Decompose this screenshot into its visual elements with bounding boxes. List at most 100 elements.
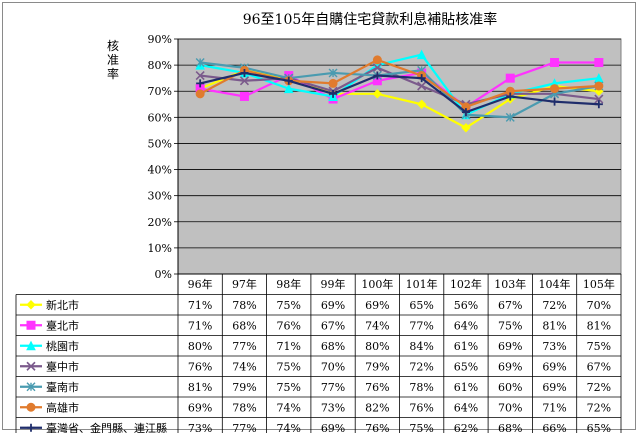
- legend-key: [20, 382, 42, 392]
- data-label: 69%: [498, 340, 522, 353]
- legend-key: [20, 300, 42, 310]
- plot-background: [177, 38, 622, 275]
- data-point: [328, 68, 338, 78]
- data-point: [372, 89, 383, 99]
- data-label: 60%: [498, 381, 522, 394]
- data-point: [195, 58, 205, 67]
- data-point: [416, 49, 427, 60]
- data-label: 75%: [277, 360, 301, 373]
- legend-key: [20, 361, 42, 371]
- data-label: 78%: [232, 401, 256, 414]
- data-point: [26, 382, 36, 392]
- data-point: [594, 58, 604, 67]
- data-point: [594, 94, 604, 104]
- data-label: 74%: [277, 422, 301, 433]
- data-label: 68%: [232, 319, 256, 332]
- y-tick-label: 30%: [148, 190, 172, 203]
- data-point: [195, 89, 205, 99]
- data-label: 68%: [498, 422, 522, 433]
- data-label: 67%: [587, 360, 611, 373]
- data-label: 67%: [321, 319, 345, 332]
- data-point: [506, 92, 515, 101]
- data-label: 78%: [409, 381, 433, 394]
- series-6: [195, 55, 604, 112]
- data-point: [550, 58, 560, 67]
- data-label: 69%: [365, 299, 389, 312]
- x-tick-label: 97年: [232, 277, 257, 291]
- legend-label: 臺灣省、金門縣、連江縣: [46, 421, 167, 433]
- data-label: 67%: [498, 299, 522, 312]
- data-label: 76%: [188, 360, 212, 373]
- data-label: 78%: [232, 299, 256, 312]
- data-label: 61%: [454, 381, 478, 394]
- x-tick-label: 101年: [406, 277, 438, 291]
- series-line: [199, 58, 599, 109]
- legend-label: 臺中市: [46, 359, 79, 373]
- data-label: 76%: [277, 319, 301, 332]
- data-point: [196, 79, 205, 88]
- legend-label: 高雄市: [46, 400, 79, 414]
- data-point: [505, 73, 515, 83]
- y-tick-label: 50%: [148, 137, 172, 150]
- data-point: [461, 108, 470, 117]
- data-point: [505, 112, 515, 122]
- data-label: 62%: [454, 422, 478, 433]
- data-label: 56%: [454, 299, 478, 312]
- data-label: 64%: [454, 319, 478, 332]
- data-label: 71%: [188, 299, 212, 312]
- x-tick-label: 100年: [361, 277, 393, 291]
- legend-key: [20, 340, 42, 351]
- data-point: [239, 91, 249, 101]
- data-label: 70%: [321, 360, 345, 373]
- data-point: [550, 84, 560, 94]
- data-label: 72%: [587, 401, 611, 414]
- y-tick-label: 10%: [148, 242, 172, 255]
- legend-key: [20, 320, 42, 330]
- data-point: [240, 68, 249, 77]
- data-label: 70%: [498, 401, 522, 414]
- data-point: [373, 71, 382, 80]
- x-tick-label: 102年: [450, 277, 482, 291]
- data-point: [284, 76, 293, 85]
- series-7: [196, 68, 603, 117]
- y-tick-label: 70%: [148, 85, 172, 98]
- series-line: [199, 53, 599, 117]
- y-tick-label: 0%: [155, 268, 172, 281]
- data-point: [594, 100, 603, 109]
- data-label: 81%: [542, 319, 566, 332]
- data-label: 76%: [365, 422, 389, 433]
- data-point: [550, 97, 559, 106]
- data-label: 74%: [365, 319, 389, 332]
- y-axis-label: 核准率: [107, 39, 119, 81]
- data-label: 80%: [188, 340, 212, 353]
- data-label: 77%: [232, 422, 256, 433]
- legend-label: 臺北市: [46, 318, 79, 332]
- data-label: 74%: [232, 360, 256, 373]
- data-label: 81%: [587, 319, 611, 332]
- data-label: 77%: [232, 340, 256, 353]
- legend-key: [20, 423, 42, 432]
- y-tick-label: 60%: [148, 111, 172, 124]
- data-point: [329, 89, 338, 98]
- data-label: 69%: [188, 401, 212, 414]
- data-label: 61%: [454, 340, 478, 353]
- data-point: [283, 83, 294, 94]
- data-label: 79%: [365, 360, 389, 373]
- y-tick-label: 40%: [148, 164, 172, 177]
- series-line: [200, 61, 600, 119]
- data-label: 69%: [542, 360, 566, 373]
- data-point: [328, 78, 338, 88]
- data-label: 69%: [321, 299, 345, 312]
- y-tick-label: 90%: [148, 33, 172, 46]
- x-tick-label: 104年: [539, 277, 571, 291]
- data-point: [417, 74, 426, 83]
- legend-label: 新北市: [46, 298, 79, 312]
- data-label: 73%: [542, 340, 566, 353]
- data-label: 82%: [365, 401, 389, 414]
- data-label: 80%: [365, 340, 389, 353]
- legend-key: [20, 402, 42, 412]
- data-point: [594, 81, 604, 91]
- data-label: 75%: [277, 381, 301, 394]
- data-point: [195, 70, 205, 81]
